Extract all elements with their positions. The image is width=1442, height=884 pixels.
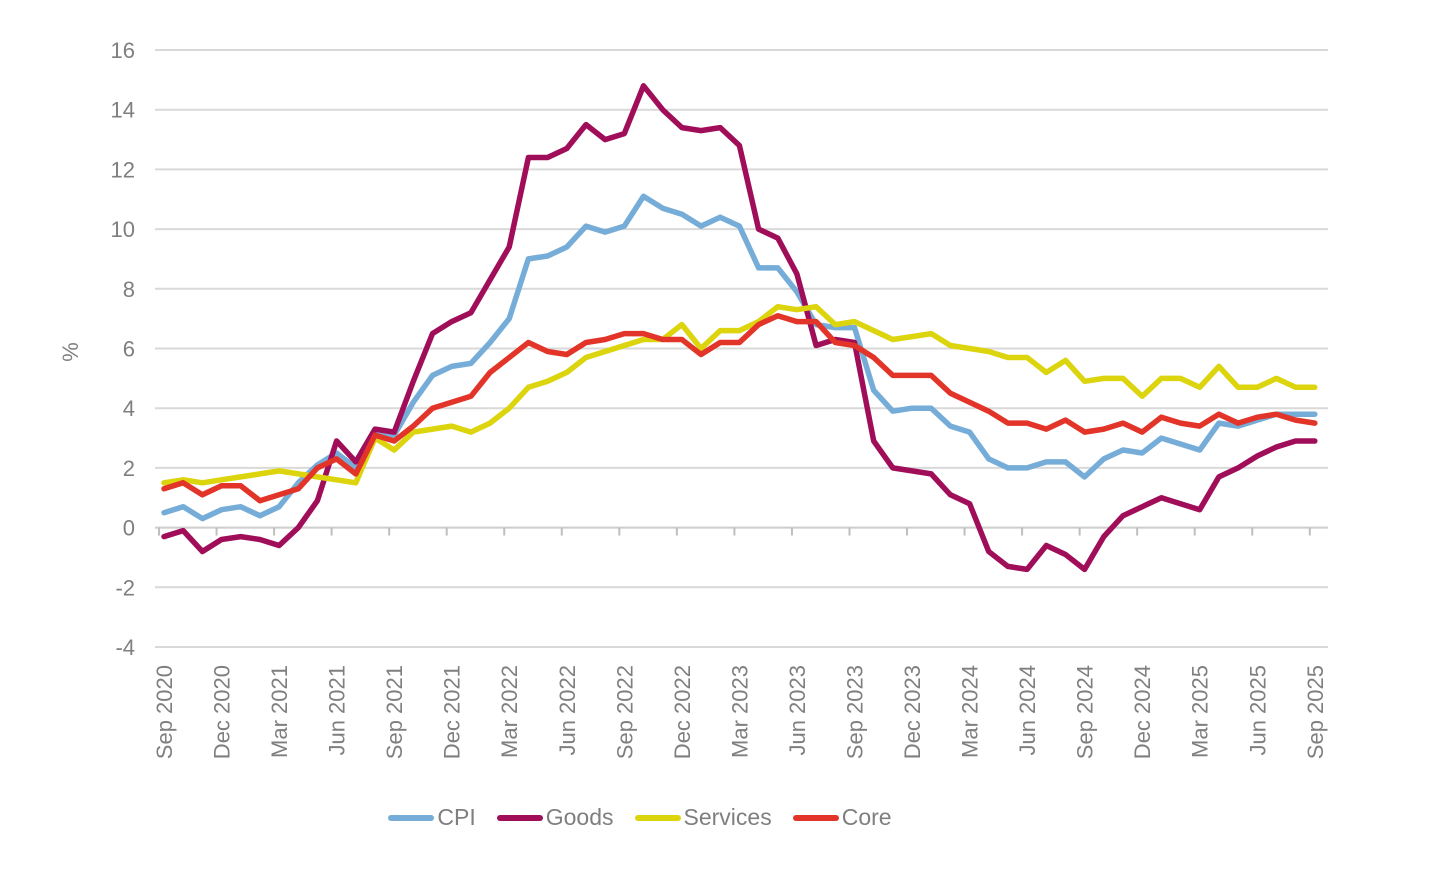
- x-tick-label: Mar 2021: [267, 665, 292, 758]
- y-tick-label: 12: [111, 157, 135, 182]
- x-tick-label: Sep 2022: [612, 665, 637, 759]
- x-tick-label: Sep 2021: [382, 665, 407, 759]
- y-tick-label: 8: [123, 277, 135, 302]
- legend-item-cpi: CPI: [388, 804, 476, 832]
- x-tick-label: Mar 2022: [497, 665, 522, 758]
- y-tick-label: 14: [111, 98, 135, 123]
- legend-swatch-goods: [496, 814, 543, 821]
- chart-legend: CPI Goods Services Core: [0, 804, 1280, 832]
- series-line-core: [161, 312, 1318, 504]
- x-tick-label: Jun 2024: [1015, 665, 1040, 756]
- y-tick-label: 16: [111, 38, 135, 63]
- y-tick-label: 10: [111, 217, 135, 242]
- x-tick-label: Dec 2023: [900, 665, 925, 759]
- x-tick-label: Jun 2025: [1245, 665, 1270, 756]
- legend-swatch-core: [792, 814, 839, 821]
- x-tick-label: Sep 2023: [842, 665, 867, 759]
- y-tick-label: 2: [123, 456, 135, 481]
- y-tick-label: 4: [123, 396, 135, 421]
- x-tick-label: Dec 2021: [440, 665, 465, 759]
- x-tick-label: Mar 2023: [727, 665, 752, 758]
- legend-label-cpi: CPI: [437, 804, 476, 830]
- legend-item-goods: Goods: [496, 804, 614, 832]
- y-tick-label: 6: [123, 337, 135, 362]
- x-tick-label: Jun 2022: [555, 665, 580, 756]
- x-tick-label: Sep 2024: [1073, 665, 1098, 759]
- legend-label-goods: Goods: [545, 804, 614, 830]
- x-tick-label: Jun 2021: [325, 665, 350, 756]
- x-tick-label: Dec 2020: [210, 665, 235, 759]
- series-line-goods: [161, 83, 1318, 573]
- legend-label-core: Core: [841, 804, 892, 830]
- series-line-cpi: [161, 193, 1318, 522]
- y-axis-title: %: [58, 342, 83, 362]
- x-tick-label: Mar 2025: [1188, 665, 1213, 758]
- legend-swatch-cpi: [388, 814, 435, 821]
- legend-swatch-services: [634, 814, 681, 821]
- x-tick-label: Dec 2022: [670, 665, 695, 759]
- y-tick-label: -2: [115, 575, 135, 600]
- legend-item-services: Services: [634, 804, 772, 832]
- x-tick-label: Dec 2024: [1130, 665, 1155, 759]
- x-tick-label: Mar 2024: [958, 665, 983, 758]
- legend-item-core: Core: [792, 804, 892, 832]
- x-tick-label: Sep 2025: [1303, 665, 1328, 759]
- x-tick-label: Jun 2023: [785, 665, 810, 756]
- legend-label-services: Services: [683, 804, 772, 830]
- x-tick-label: Sep 2020: [152, 665, 177, 759]
- y-tick-label: 0: [123, 516, 135, 541]
- y-tick-label: -4: [115, 635, 135, 660]
- series-line-services: [161, 303, 1318, 486]
